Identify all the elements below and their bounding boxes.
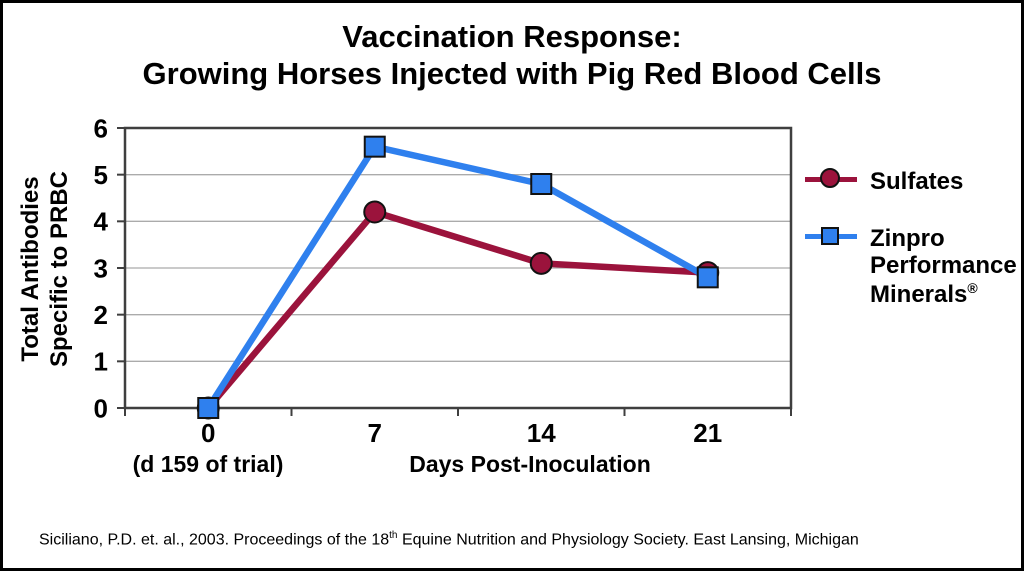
y-tick-label: 6 — [94, 113, 108, 143]
legend-label-sulfates: Sulfates — [870, 168, 964, 195]
x-axis-title: Days Post-Inoculation — [409, 451, 651, 477]
x-tick-label: 7 — [368, 418, 382, 448]
line-chart: 0 1 2 3 4 5 6 0 7 14 21 — [94, 113, 793, 448]
citation-part2: Equine Nutrition and Physiology Society.… — [397, 531, 859, 549]
legend-zinpro-line2: Performance — [870, 252, 1017, 280]
legend-item-zinpro: Zinpro Performance Minerals® — [805, 223, 1020, 309]
sulfates-legend-marker — [805, 166, 857, 194]
legend-zinpro-line1: Zinpro — [870, 224, 945, 252]
data-point-zinpro — [363, 135, 386, 158]
zinpro-legend-marker — [805, 223, 857, 251]
y-axis-title-line1: Total Antibodies — [17, 176, 44, 362]
data-point-zinpro — [197, 397, 220, 419]
y-axis-title: Total Antibodies Specific to PRBC — [17, 119, 77, 419]
legend-item-sulfates: Sulfates — [805, 166, 1020, 196]
chart-title-line1: Vaccination Response: — [342, 19, 682, 54]
legend: Sulfates Zinpro Performance Minerals® — [805, 166, 1020, 308]
sulfates-circle-marker-icon — [820, 168, 840, 188]
registered-mark: ® — [967, 279, 978, 296]
y-tick-label: 3 — [94, 253, 108, 283]
citation-part1: Siciliano, P.D. et. al., 2003. Proceedin… — [39, 531, 390, 549]
x-tick-label: 14 — [527, 418, 556, 448]
zinpro-square-marker-icon — [821, 226, 839, 245]
y-tick-label: 0 — [94, 393, 108, 423]
y-tick-label: 4 — [94, 207, 109, 237]
y-tick-label: 2 — [94, 300, 108, 330]
data-point-sulfates — [363, 200, 387, 224]
citation: Siciliano, P.D. et. al., 2003. Proceedin… — [39, 530, 999, 549]
data-point-zinpro — [530, 173, 553, 195]
y-tick-label: 5 — [94, 160, 108, 190]
x-tick-label: 21 — [693, 418, 722, 448]
citation-superscript: th — [389, 530, 398, 541]
x-axis-note: (d 159 of trial) — [132, 451, 284, 477]
y-tick-label: 1 — [94, 347, 108, 377]
data-point-sulfates — [529, 251, 553, 275]
x-tick-label: 0 — [201, 418, 215, 448]
series-line-sulfates — [205, 208, 711, 412]
series-line-zinpro — [205, 143, 711, 412]
data-point-zinpro — [696, 266, 719, 289]
legend-label-zinpro: Zinpro Performance Minerals® — [870, 223, 1017, 309]
chart-title-line2: Growing Horses Injected with Pig Red Blo… — [142, 55, 882, 91]
chart-title: Vaccination Response: Growing Horses Inj… — [3, 19, 1021, 92]
legend-zinpro-line3: Minerals — [870, 280, 968, 308]
y-axis-title-line2: Specific to PRBC — [45, 170, 73, 368]
